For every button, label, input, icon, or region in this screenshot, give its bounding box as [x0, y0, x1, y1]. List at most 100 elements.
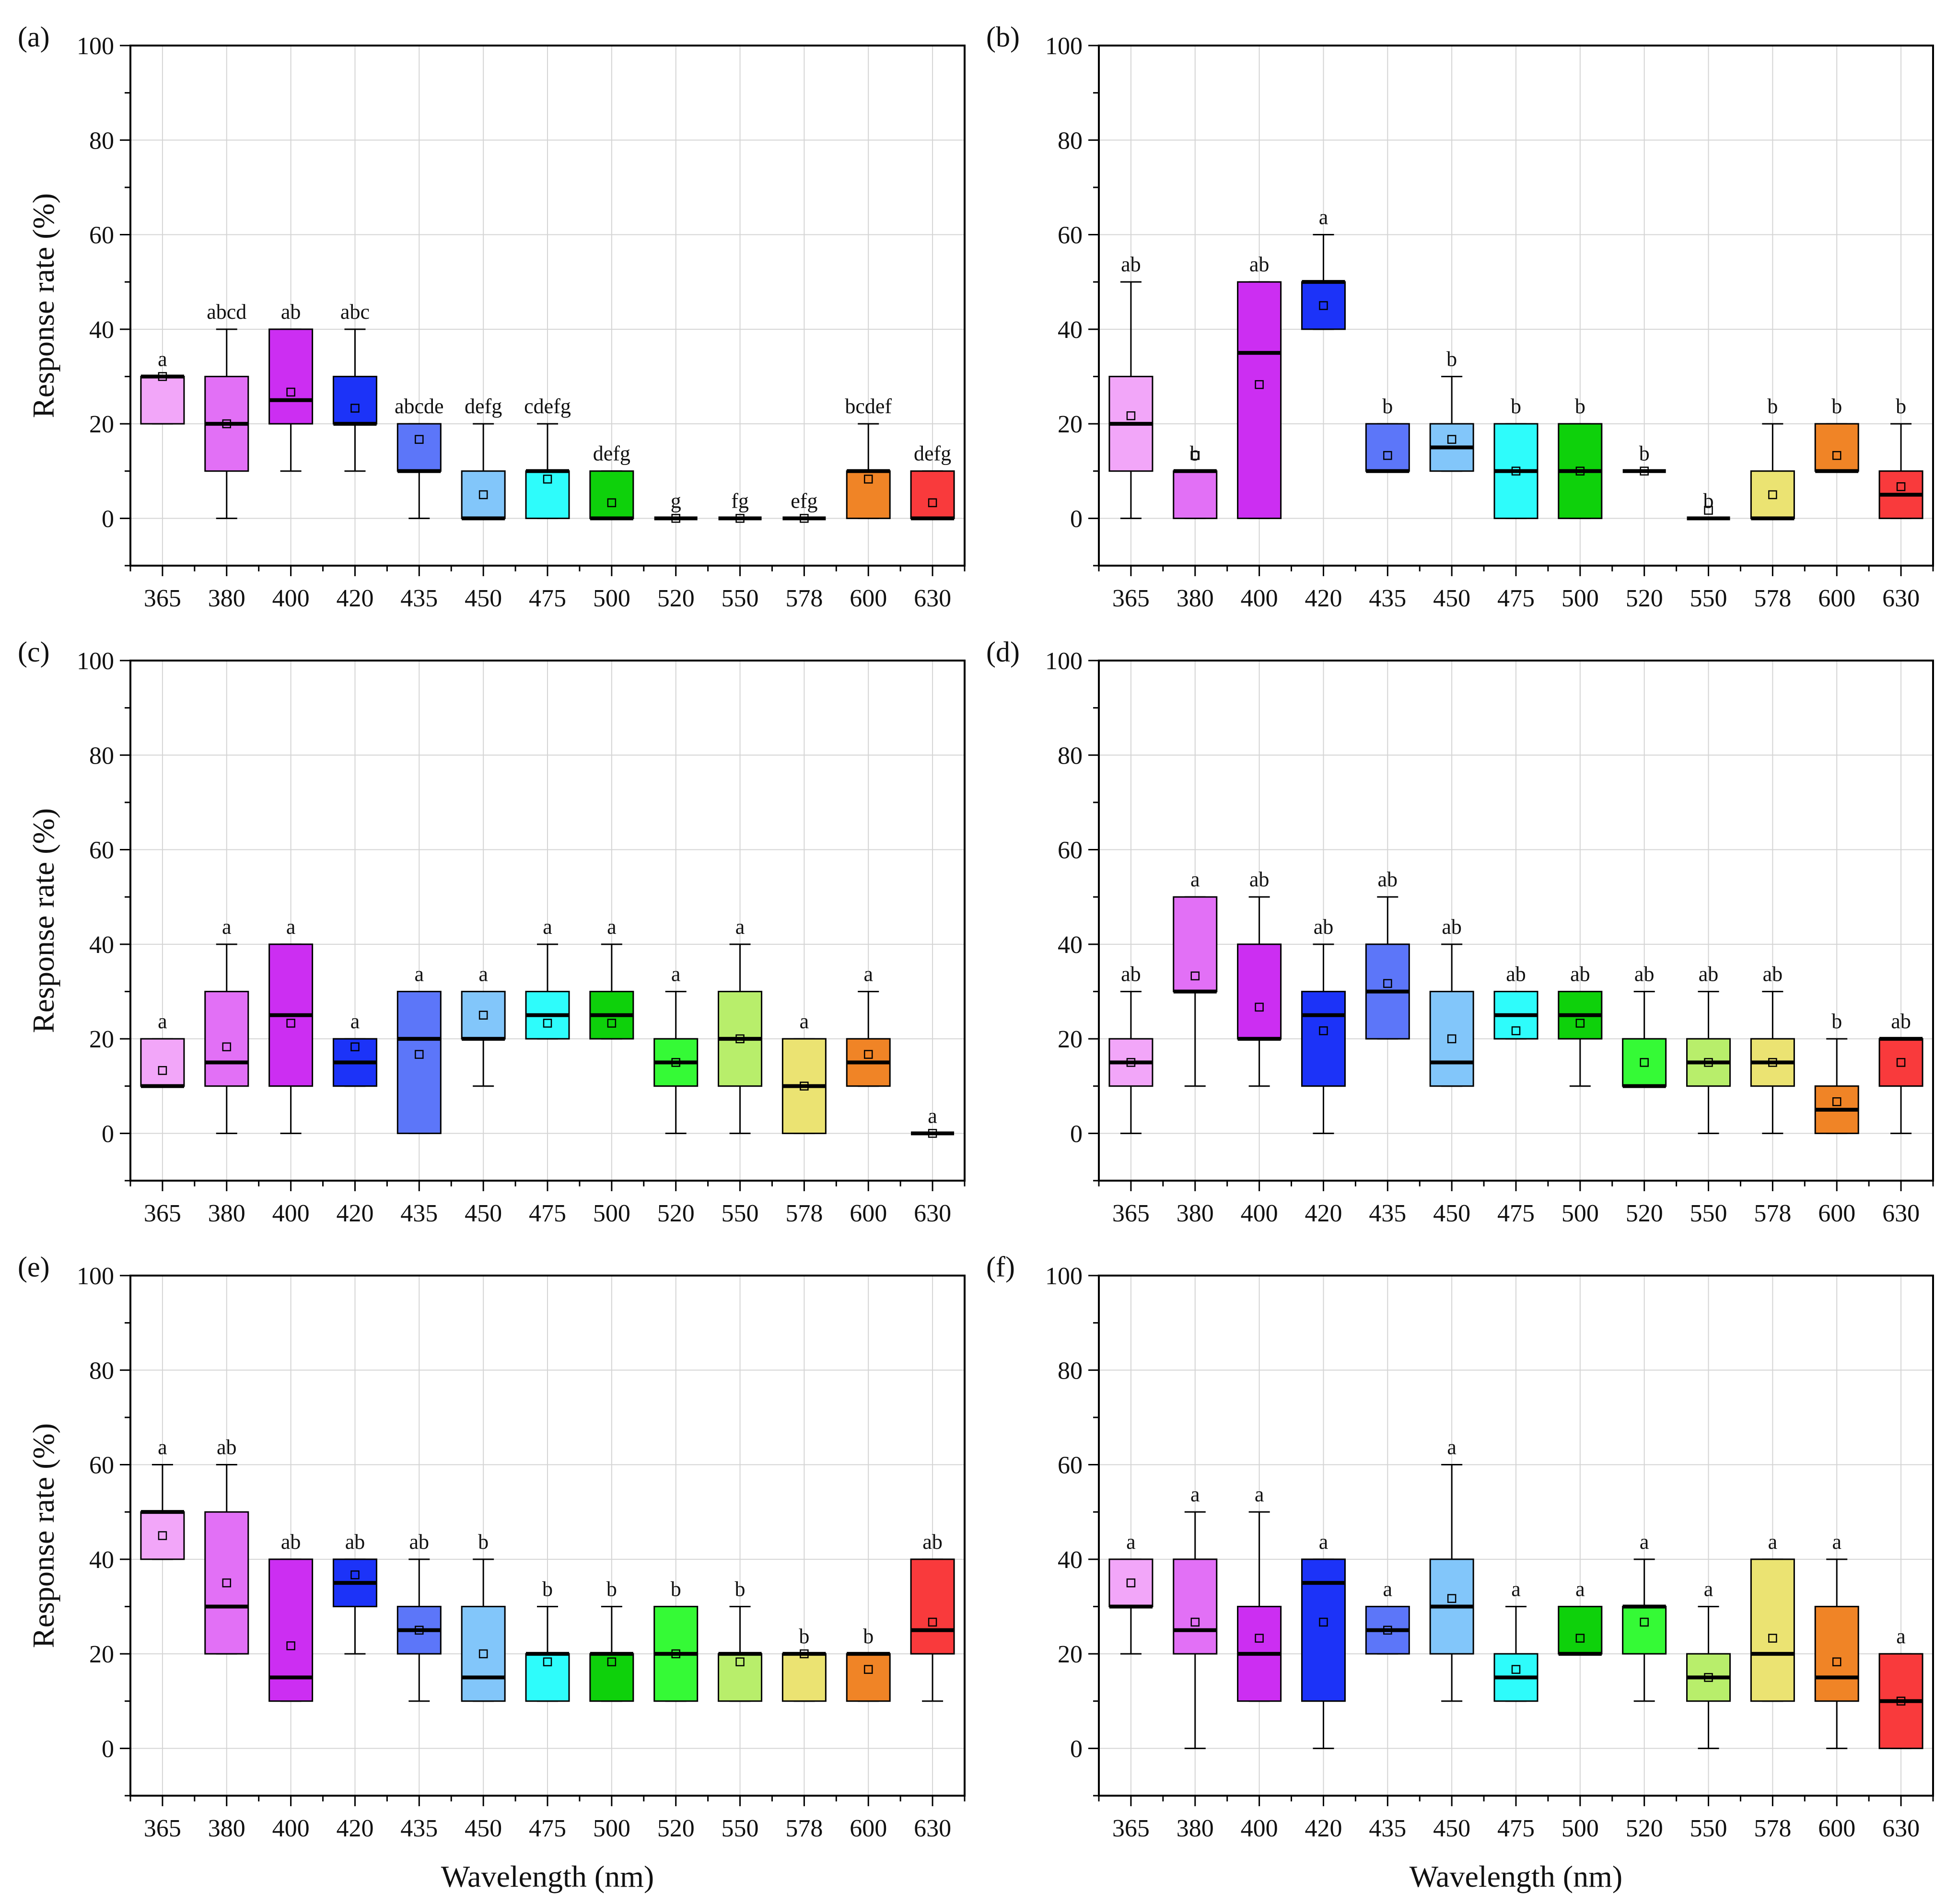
significance-letter: ab [1891, 1010, 1911, 1033]
mean-marker [1126, 411, 1136, 420]
x-tick-label: 578 [785, 1815, 823, 1842]
iqr-box [1173, 896, 1218, 992]
mean-marker [800, 514, 809, 523]
iqr-box [846, 1653, 891, 1702]
significance-letter: ab [217, 1436, 237, 1459]
mean-marker [1832, 451, 1841, 460]
iqr-box [204, 990, 249, 1087]
x-tick-label: 380 [208, 1815, 245, 1842]
x-tick-label: 450 [465, 1815, 502, 1842]
x-tick-label: 420 [336, 585, 373, 612]
x-tick-label: 420 [336, 1815, 373, 1842]
x-axis: 365 380 400 420 435 450 475 500 520 550 578 600 630 [1098, 566, 1934, 612]
mean-marker [1640, 1617, 1649, 1627]
y-tick-label: 60 [89, 1452, 114, 1479]
box-435: ab [396, 1530, 442, 1702]
iqr-box [204, 1511, 249, 1655]
significance-letter: b [799, 1625, 809, 1648]
iqr-box [1173, 470, 1218, 519]
x-axis: 365 380 400 420 435 450 475 500 520 550 578 600 630 [129, 1796, 966, 1842]
box-400: ab [1237, 868, 1282, 1087]
x-tick-label: 630 [1882, 585, 1920, 612]
significance-letter: a [928, 1104, 937, 1127]
mean-marker [607, 1657, 617, 1667]
mean-marker [1896, 1696, 1906, 1706]
panel-label: (d) [986, 636, 1020, 668]
mean-marker [863, 1665, 873, 1674]
significance-letter: b [1831, 395, 1842, 418]
x-tick-label: 475 [529, 1815, 566, 1842]
x-tick-label: 475 [529, 1200, 566, 1227]
significance-letter: ab [281, 1530, 301, 1554]
box-475: a [1493, 1577, 1538, 1702]
mean-marker [1575, 1634, 1585, 1643]
y-tick-label: 40 [89, 1546, 114, 1574]
mean-marker [735, 1657, 745, 1667]
box-630: a [911, 1104, 955, 1138]
box-475: b [1493, 395, 1538, 519]
iqr-box [268, 1558, 314, 1702]
box-380: a [1173, 1483, 1218, 1749]
box-550: a [1686, 1577, 1731, 1749]
box-578: efg [782, 489, 826, 523]
x-tick-label: 550 [1690, 1200, 1727, 1227]
x-tick-label: 400 [272, 1815, 310, 1842]
box-600: a [846, 962, 891, 1087]
x-tick-label: 450 [1433, 585, 1470, 612]
box-400: a [268, 915, 314, 1134]
box-435: a [396, 962, 442, 1134]
y-axis: 0 20 40 60 80 100 [1045, 33, 1099, 567]
mean-marker [1640, 1058, 1649, 1067]
box-420: a [332, 1010, 377, 1087]
box-420: abc [332, 300, 377, 472]
significance-letter: ab [1378, 868, 1398, 891]
significance-letter: ab [1121, 253, 1141, 276]
mean-marker [478, 1649, 488, 1659]
x-tick-label: 365 [1112, 585, 1150, 612]
box-420: ab [1301, 915, 1346, 1134]
box-420: ab [332, 1530, 377, 1655]
box-500: b [1558, 395, 1603, 519]
panel-c: 0 20 40 60 80 100 365 380 400 420 435 450 475 500 520 5… [18, 636, 966, 1227]
plot-frame [1098, 45, 1934, 567]
x-axis-title: Wavelength (nm) [1410, 1859, 1622, 1893]
y-tick-label: 20 [89, 411, 114, 438]
significance-letter: a [1126, 1530, 1136, 1554]
y-axis: 0 20 40 60 80 100 [77, 33, 130, 567]
mean-marker [286, 1641, 295, 1650]
mean-marker [800, 1081, 809, 1091]
box-600: b [1814, 395, 1859, 473]
x-tick-label: 578 [785, 585, 823, 612]
significance-letter: ab [281, 300, 301, 324]
iqr-box [1301, 281, 1346, 330]
x-tick-label: 420 [1305, 1815, 1342, 1842]
box-435: a [1365, 1577, 1410, 1655]
mean-marker [1704, 1673, 1713, 1682]
significance-letter: a [607, 915, 617, 939]
significance-letter: b [735, 1577, 746, 1601]
significance-letter: ab [1442, 915, 1462, 939]
mean-marker [350, 1042, 360, 1052]
panel-label: (a) [18, 21, 50, 53]
significance-letter: a [1447, 1436, 1457, 1459]
x-tick-label: 400 [272, 1200, 310, 1227]
iqr-box [1622, 1038, 1667, 1087]
y-tick-label: 40 [1058, 931, 1083, 959]
box-520: a [653, 962, 699, 1134]
box-365: a [140, 347, 185, 425]
panel-e: 0 20 40 60 80 100 365 380 400 420 435 450 475 500 520 5… [18, 1251, 966, 1893]
significance-letter: ab [1570, 962, 1590, 986]
iqr-box [1301, 990, 1346, 1087]
x-tick-label: 500 [1561, 1815, 1599, 1842]
significance-letter: defg [914, 442, 951, 465]
x-tick-label: 380 [208, 1200, 245, 1227]
x-tick-label: 380 [1177, 1200, 1214, 1227]
mean-marker [1832, 1097, 1841, 1106]
significance-letter: defg [593, 442, 630, 465]
iqr-box [332, 375, 377, 425]
mean-marker [1575, 466, 1585, 476]
box-600: b [846, 1625, 891, 1702]
plot-frame [129, 660, 966, 1182]
mean-marker [1704, 1058, 1713, 1067]
